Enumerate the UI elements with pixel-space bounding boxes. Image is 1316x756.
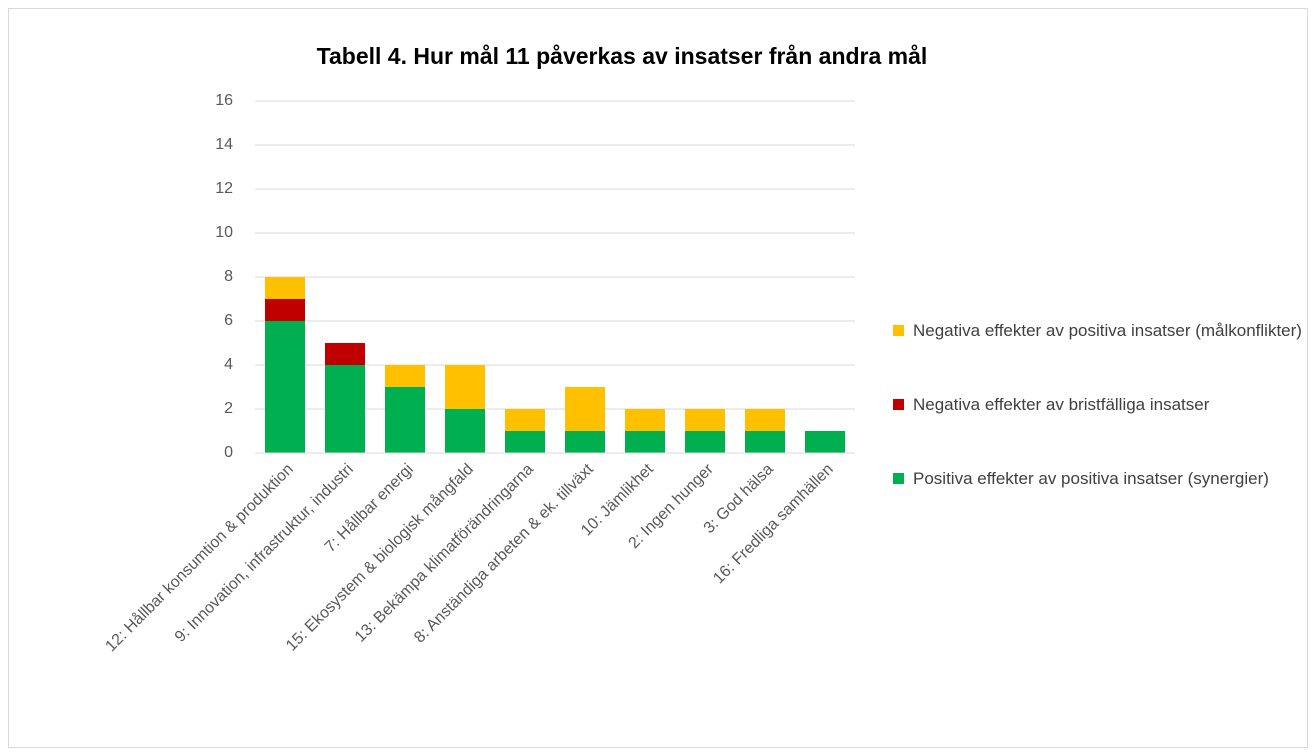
y-tick-label: 6 bbox=[224, 312, 233, 329]
bar-segment bbox=[265, 299, 305, 321]
y-tick-label: 14 bbox=[215, 136, 233, 153]
legend-label: Negativa effekter av positiva insatser (… bbox=[913, 321, 1302, 340]
bar-segment bbox=[325, 365, 365, 453]
bar-segment bbox=[565, 387, 605, 431]
y-tick-label: 12 bbox=[215, 180, 233, 197]
bar-segment bbox=[325, 343, 365, 365]
bar-segment bbox=[265, 321, 305, 453]
legend-item: Negativa effekter av bristfälliga insats… bbox=[893, 392, 1303, 417]
bar-segment bbox=[505, 431, 545, 453]
legend-swatch bbox=[893, 325, 904, 336]
bar-segment bbox=[385, 387, 425, 453]
bar-segment bbox=[265, 277, 305, 299]
bar-segment bbox=[625, 409, 665, 431]
y-tick-label: 16 bbox=[215, 92, 233, 109]
bar-segment bbox=[385, 365, 425, 387]
y-tick-label: 10 bbox=[215, 224, 233, 241]
y-tick-label: 8 bbox=[224, 268, 233, 285]
bar-segment bbox=[625, 431, 665, 453]
legend-swatch bbox=[893, 473, 904, 484]
bar-segment bbox=[745, 431, 785, 453]
bar-segment bbox=[745, 409, 785, 431]
legend-item: Negativa effekter av positiva insatser (… bbox=[893, 318, 1303, 343]
legend-swatch bbox=[893, 399, 904, 410]
chart-title: Tabell 4. Hur mål 11 påverkas av insatse… bbox=[317, 43, 928, 69]
bar-segment bbox=[445, 409, 485, 453]
bar-segment bbox=[805, 431, 845, 453]
legend-item: Positiva effekter av positiva insatser (… bbox=[893, 466, 1303, 491]
bar-segment bbox=[565, 431, 605, 453]
legend-label: Positiva effekter av positiva insatser (… bbox=[913, 469, 1269, 488]
legend-label: Negativa effekter av bristfälliga insats… bbox=[913, 395, 1210, 414]
y-tick-label: 4 bbox=[224, 356, 233, 373]
y-tick-label: 2 bbox=[224, 400, 233, 417]
bar-segment bbox=[685, 409, 725, 431]
bar-segment bbox=[505, 409, 545, 431]
bar-segment bbox=[685, 431, 725, 453]
y-tick-label: 0 bbox=[224, 444, 233, 461]
bar-segment bbox=[445, 365, 485, 409]
chart-border bbox=[8, 8, 1308, 748]
